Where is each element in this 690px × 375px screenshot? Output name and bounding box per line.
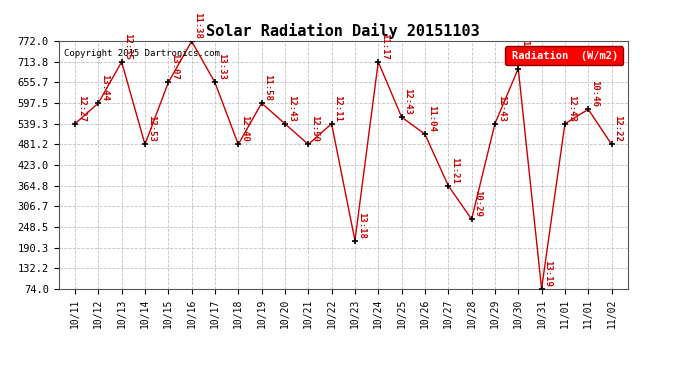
Text: Copyright 2015 Dartronics.com: Copyright 2015 Dartronics.com	[64, 49, 220, 58]
Legend: Radiation  (W/m2): Radiation (W/m2)	[505, 46, 622, 65]
Text: 12:11: 12:11	[333, 95, 342, 122]
Text: 12:43: 12:43	[287, 95, 296, 122]
Text: 13:13: 13:13	[520, 39, 529, 66]
Text: 12:53: 12:53	[147, 116, 156, 142]
Text: 12:27: 12:27	[77, 95, 86, 122]
Text: 13:33: 13:33	[217, 54, 226, 80]
Text: 11:21: 11:21	[450, 157, 459, 183]
Text: 11:58: 11:58	[264, 74, 273, 101]
Text: 11:17: 11:17	[380, 33, 389, 60]
Title: Solar Radiation Daily 20151103: Solar Radiation Daily 20151103	[206, 23, 480, 39]
Text: 12:43: 12:43	[497, 95, 506, 122]
Text: 12:43: 12:43	[404, 88, 413, 115]
Text: 11:04: 11:04	[427, 105, 436, 132]
Text: 10:29: 10:29	[473, 190, 482, 217]
Text: 13:07: 13:07	[170, 54, 179, 80]
Text: 11:38: 11:38	[193, 12, 202, 39]
Text: 12:22: 12:22	[613, 116, 622, 142]
Text: 12:40: 12:40	[240, 116, 249, 142]
Text: 13:44: 13:44	[100, 74, 109, 101]
Text: 13:19: 13:19	[544, 260, 553, 286]
Text: 10:46: 10:46	[590, 80, 599, 107]
Text: 13:18: 13:18	[357, 211, 366, 238]
Text: 12:35: 12:35	[124, 33, 132, 60]
Text: 12:43: 12:43	[566, 95, 575, 122]
Text: 12:50: 12:50	[310, 116, 319, 142]
